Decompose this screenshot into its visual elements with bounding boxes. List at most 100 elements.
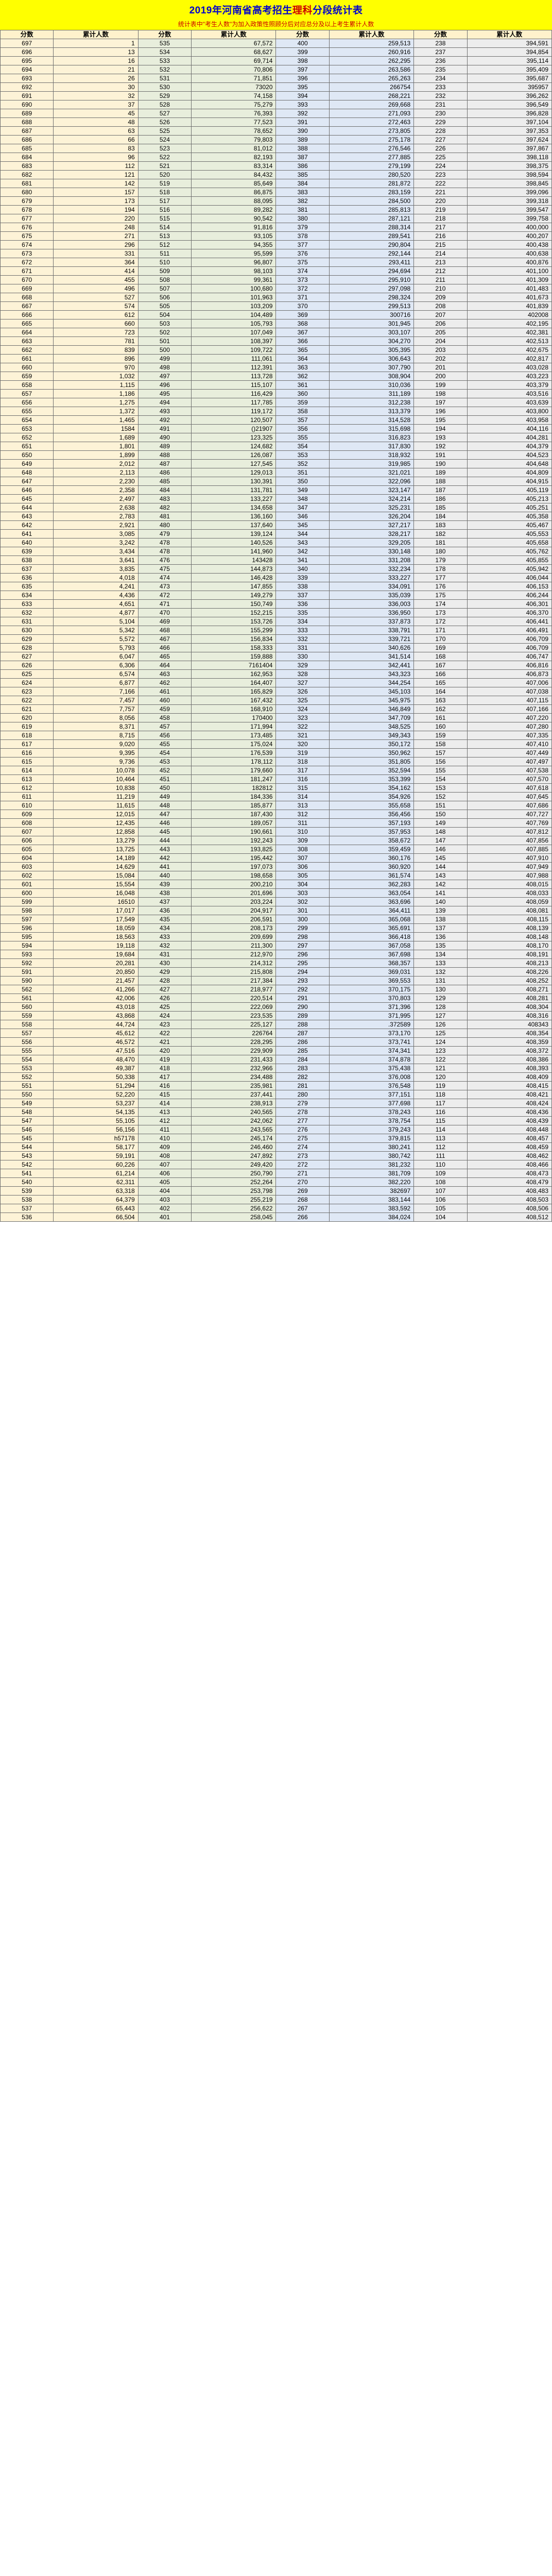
score-cell: 199 [413, 380, 468, 390]
cumulative-cell: 6,574 [53, 669, 139, 679]
score-cell: 237 [413, 47, 468, 57]
cumulative-cell: 218,977 [191, 985, 277, 994]
score-cell: 628 [0, 643, 54, 652]
table-row: 652 1,689 490 123,325 355 316,823 193 404,281 [0, 433, 552, 442]
score-cell: 180 [413, 547, 468, 556]
cumulative-cell: 338,791 [329, 626, 415, 635]
score-cell: 200 [413, 372, 468, 381]
cumulative-cell: 52,220 [53, 1090, 139, 1099]
score-cell: 431 [137, 950, 192, 959]
score-cell: 158 [413, 739, 468, 749]
score-cell: 475 [137, 564, 192, 574]
cumulative-cell: 83,314 [191, 161, 277, 171]
table-row: 619 8,371 457 171,994 322 348,525 160 407,280 [0, 722, 552, 731]
cumulative-cell: 405,762 [467, 547, 552, 556]
cumulative-cell: 81,012 [191, 144, 277, 153]
table-row: 597 17,549 435 206,591 300 365,068 138 408,115 [0, 915, 552, 924]
score-cell: 361 [275, 380, 330, 390]
cumulative-cell: 346,849 [329, 704, 415, 714]
score-cell: 446 [137, 818, 192, 828]
score-cell: 666 [0, 310, 54, 319]
cumulative-cell: 341,514 [329, 652, 415, 661]
cumulative-cell: 406,816 [467, 661, 552, 670]
cumulative-cell: 115,107 [191, 380, 277, 390]
score-cell: 451 [137, 775, 192, 784]
score-cell: 271 [275, 1169, 330, 1178]
score-cell: 369 [275, 310, 330, 319]
score-cell: 689 [0, 109, 54, 118]
header-score-2: 分数 [275, 30, 330, 39]
cumulative-cell: 285,813 [329, 205, 415, 214]
cumulative-cell: 408,081 [467, 906, 552, 915]
cumulative-cell: 395,114 [467, 56, 552, 65]
score-cell: 601 [0, 880, 54, 889]
score-cell: 268 [275, 1195, 330, 1204]
table-row: 638 3,641 476 143428 341 331,208 179 405,855 [0, 555, 552, 565]
cumulative-cell: 7,166 [53, 687, 139, 696]
cumulative-cell: 363,696 [329, 897, 415, 906]
cumulative-cell: 408,033 [467, 888, 552, 898]
table-row: 663 781 501 108,397 366 304,270 204 402,513 [0, 336, 552, 346]
cumulative-cell: 16 [53, 56, 139, 65]
cumulative-cell: 133,227 [191, 494, 277, 503]
cumulative-cell: 288,314 [329, 223, 415, 232]
score-cell: 315 [275, 783, 330, 793]
score-cell: 130 [413, 985, 468, 994]
table-row: 608 12,435 446 189,057 311 357,193 149 407,769 [0, 818, 552, 828]
cumulative-cell: 407,769 [467, 818, 552, 828]
score-cell: 385 [275, 170, 330, 179]
score-cell: 382 [275, 196, 330, 206]
score-cell: 112 [413, 1142, 468, 1152]
score-cell: 133 [413, 958, 468, 968]
cumulative-cell: 107,049 [191, 328, 277, 337]
cumulative-cell: 63,318 [53, 1186, 139, 1196]
cumulative-cell: 246,460 [191, 1142, 277, 1152]
score-cell: 493 [137, 407, 192, 416]
cumulative-cell: 395,409 [467, 65, 552, 74]
table-row: 631 5,104 469 153,726 334 337,873 172 406,441 [0, 617, 552, 626]
score-cell: 503 [137, 319, 192, 328]
cumulative-cell: 361,574 [329, 871, 415, 880]
cumulative-cell: 408,213 [467, 958, 552, 968]
cumulative-cell: 336,950 [329, 608, 415, 617]
score-cell: 238 [413, 39, 468, 48]
score-cell: 472 [137, 591, 192, 600]
score-cell: 346 [275, 512, 330, 521]
cumulative-cell: 398,375 [467, 161, 552, 171]
cumulative-cell: 4,877 [53, 608, 139, 617]
table-row: 682 121 520 84,432 385 280,520 223 398,594 [0, 170, 552, 179]
score-cell: 492 [137, 415, 192, 425]
cumulative-cell: 407,538 [467, 766, 552, 775]
cumulative-cell: 394,854 [467, 47, 552, 57]
score-cell: 474 [137, 573, 192, 582]
table-row: 687 63 525 78,652 390 273,805 228 397,353 [0, 126, 552, 136]
cumulative-cell: 235,981 [191, 1081, 277, 1090]
cumulative-cell: 455 [53, 275, 139, 284]
score-cell: 367 [275, 328, 330, 337]
table-row: 628 5,793 466 158,333 331 340,626 169 406,709 [0, 643, 552, 652]
cumulative-cell: 378,754 [329, 1116, 415, 1125]
score-cell: 497 [137, 372, 192, 381]
score-cell: 627 [0, 652, 54, 661]
cumulative-cell: 352,594 [329, 766, 415, 775]
cumulative-cell: 358,672 [329, 836, 415, 845]
score-cell: 470 [137, 608, 192, 617]
cumulative-cell: 290,804 [329, 240, 415, 249]
score-cell: 309 [275, 836, 330, 845]
cumulative-cell: 403,516 [467, 389, 552, 398]
score-cell: 430 [137, 958, 192, 968]
score-cell: 614 [0, 766, 54, 775]
cumulative-cell: 182812 [191, 783, 277, 793]
table-row: 557 45,612 422 226764 287 373,170 125 408,354 [0, 1029, 552, 1038]
score-cell: 677 [0, 214, 54, 223]
cumulative-cell: 159,888 [191, 652, 277, 661]
cumulative-cell: 337,873 [329, 617, 415, 626]
cumulative-cell: 5,572 [53, 634, 139, 644]
cumulative-cell: 75,279 [191, 100, 277, 109]
cumulative-cell: 121 [53, 170, 139, 179]
cumulative-cell: 355,658 [329, 801, 415, 810]
score-cell: 274 [275, 1142, 330, 1152]
cumulative-cell: 89,282 [191, 205, 277, 214]
cumulative-cell: 1 [53, 39, 139, 48]
score-cell: 510 [137, 258, 192, 267]
